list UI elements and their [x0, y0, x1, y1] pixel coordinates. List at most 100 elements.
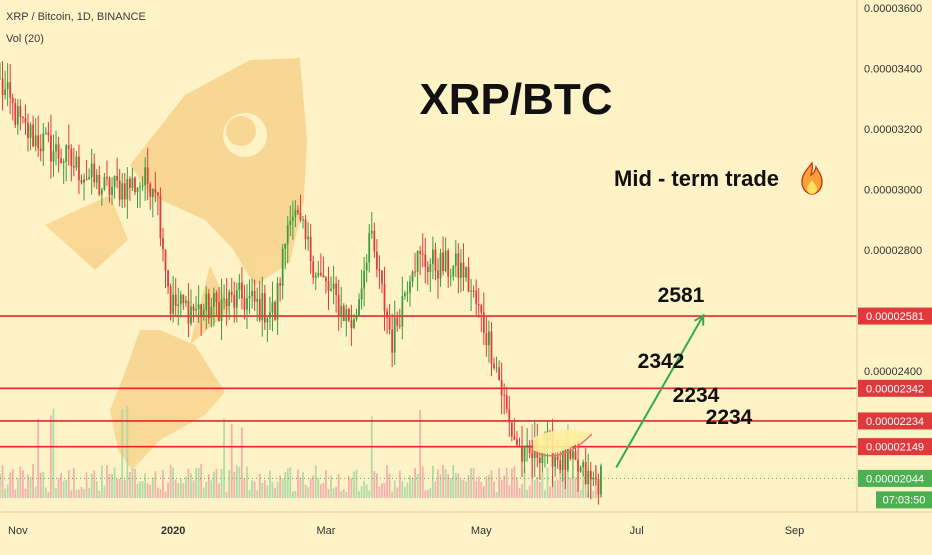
volume-bar	[223, 418, 225, 498]
volume-bar	[490, 470, 493, 498]
candle-body	[121, 183, 124, 200]
volume-bar	[1, 465, 4, 498]
volume-indicator-label[interactable]: Vol (20)	[6, 33, 44, 45]
volume-bar	[19, 466, 22, 498]
candle-body	[434, 249, 437, 271]
time-tick-label: Mar	[316, 525, 335, 537]
volume-bar	[419, 410, 422, 498]
volume-bar	[340, 491, 343, 498]
time-tick-label: Nov	[8, 525, 28, 537]
candle-body	[47, 132, 50, 136]
volume-bar	[472, 468, 475, 498]
candle-body	[480, 305, 483, 313]
level-tag-label: 0.00002342	[866, 383, 924, 395]
volume-bar	[325, 470, 327, 498]
candle-body	[136, 187, 139, 193]
volume-bar	[220, 469, 223, 498]
candle-body	[467, 267, 470, 292]
candle-body	[159, 195, 162, 239]
volume-bar	[22, 470, 24, 498]
volume-bar	[149, 484, 152, 498]
symbol-header[interactable]: XRP / Bitcoin, 1D, BINANCE	[6, 11, 146, 23]
volume-bar	[60, 473, 63, 498]
candle-body	[80, 180, 83, 183]
candle-body	[258, 298, 261, 321]
candle-body	[312, 261, 315, 278]
level-price-tags: 0.00002581 0.00002342 0.00002234 0.00002149	[858, 307, 932, 456]
volume-bar	[159, 488, 162, 498]
candle-body	[342, 305, 345, 322]
volume-bar	[322, 483, 325, 498]
candle-body	[572, 451, 574, 459]
candle-body	[55, 144, 57, 152]
time-tick-label: 2020	[161, 525, 185, 537]
volume-bar	[294, 490, 297, 498]
candle-body	[39, 148, 42, 152]
candle-body	[167, 270, 169, 287]
candle-body	[164, 249, 167, 271]
volume-bar	[584, 474, 587, 498]
candle-body	[393, 317, 396, 353]
candle-body	[383, 283, 386, 312]
volume-bar	[317, 477, 320, 498]
volume-bar	[52, 408, 55, 498]
volume-bar	[406, 482, 409, 498]
candle-body	[406, 292, 409, 294]
volume-bar	[365, 484, 368, 498]
candle-body	[564, 448, 567, 470]
volume-bar	[465, 481, 467, 498]
volume-bar	[449, 477, 452, 498]
volume-bar	[233, 471, 236, 498]
volume-bar	[383, 482, 386, 498]
volume-bar	[335, 486, 338, 498]
volume-bar	[544, 490, 546, 498]
candle-body	[381, 270, 383, 284]
candle-body	[409, 281, 411, 293]
candle-body	[271, 302, 274, 313]
bar-countdown: 07:03:50	[883, 494, 926, 506]
volume-bar	[197, 468, 200, 498]
price-tick-label: 0.00002400	[864, 366, 922, 378]
candle-body	[238, 282, 241, 291]
volume-bar	[90, 473, 93, 498]
candle-body	[528, 444, 531, 454]
candle-body	[233, 295, 236, 308]
candle-body	[559, 460, 562, 470]
volume-bar	[248, 490, 251, 498]
volume-bar	[215, 468, 218, 498]
candle-body	[85, 179, 88, 181]
volume-bar	[243, 478, 246, 498]
candle-body	[391, 329, 394, 353]
candle-body	[75, 156, 78, 168]
candle-body	[577, 459, 579, 472]
candle-body	[246, 298, 248, 310]
volume-bar	[225, 491, 228, 498]
candle-body	[370, 230, 373, 234]
volume-bar	[139, 481, 141, 498]
level-tag	[858, 307, 932, 325]
volume-bar	[521, 484, 523, 498]
volume-bar	[162, 469, 164, 498]
volume-bar	[358, 491, 360, 498]
candle-body	[297, 210, 299, 213]
volume-bar	[373, 471, 376, 498]
candle-body	[462, 262, 465, 278]
volume-bar	[192, 480, 195, 498]
candle-body	[213, 293, 215, 307]
price-tick-label: 0.00002800	[864, 245, 922, 257]
candle-body	[207, 293, 210, 318]
volume-bar	[302, 472, 304, 498]
volume-bar	[454, 473, 457, 498]
volume-bar	[151, 477, 154, 498]
volume-bar	[202, 487, 205, 498]
candle-body	[19, 106, 22, 118]
price-axis: 0.00003600 0.00003400 0.00003200 0.00003000…	[856, 0, 932, 512]
candle-body	[569, 449, 572, 459]
volume-bar	[195, 467, 197, 498]
volume-bar	[88, 488, 91, 498]
candle-body	[67, 145, 70, 149]
candle-body	[274, 302, 276, 320]
volume-bar	[83, 489, 85, 498]
